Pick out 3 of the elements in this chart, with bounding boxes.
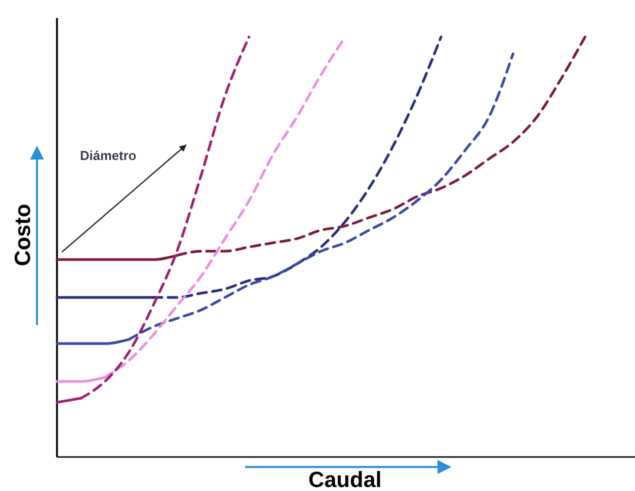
y-axis-title: Costo	[10, 204, 35, 266]
annotation: Diámetro	[80, 148, 136, 163]
x-axis-title: Caudal	[308, 467, 382, 491]
